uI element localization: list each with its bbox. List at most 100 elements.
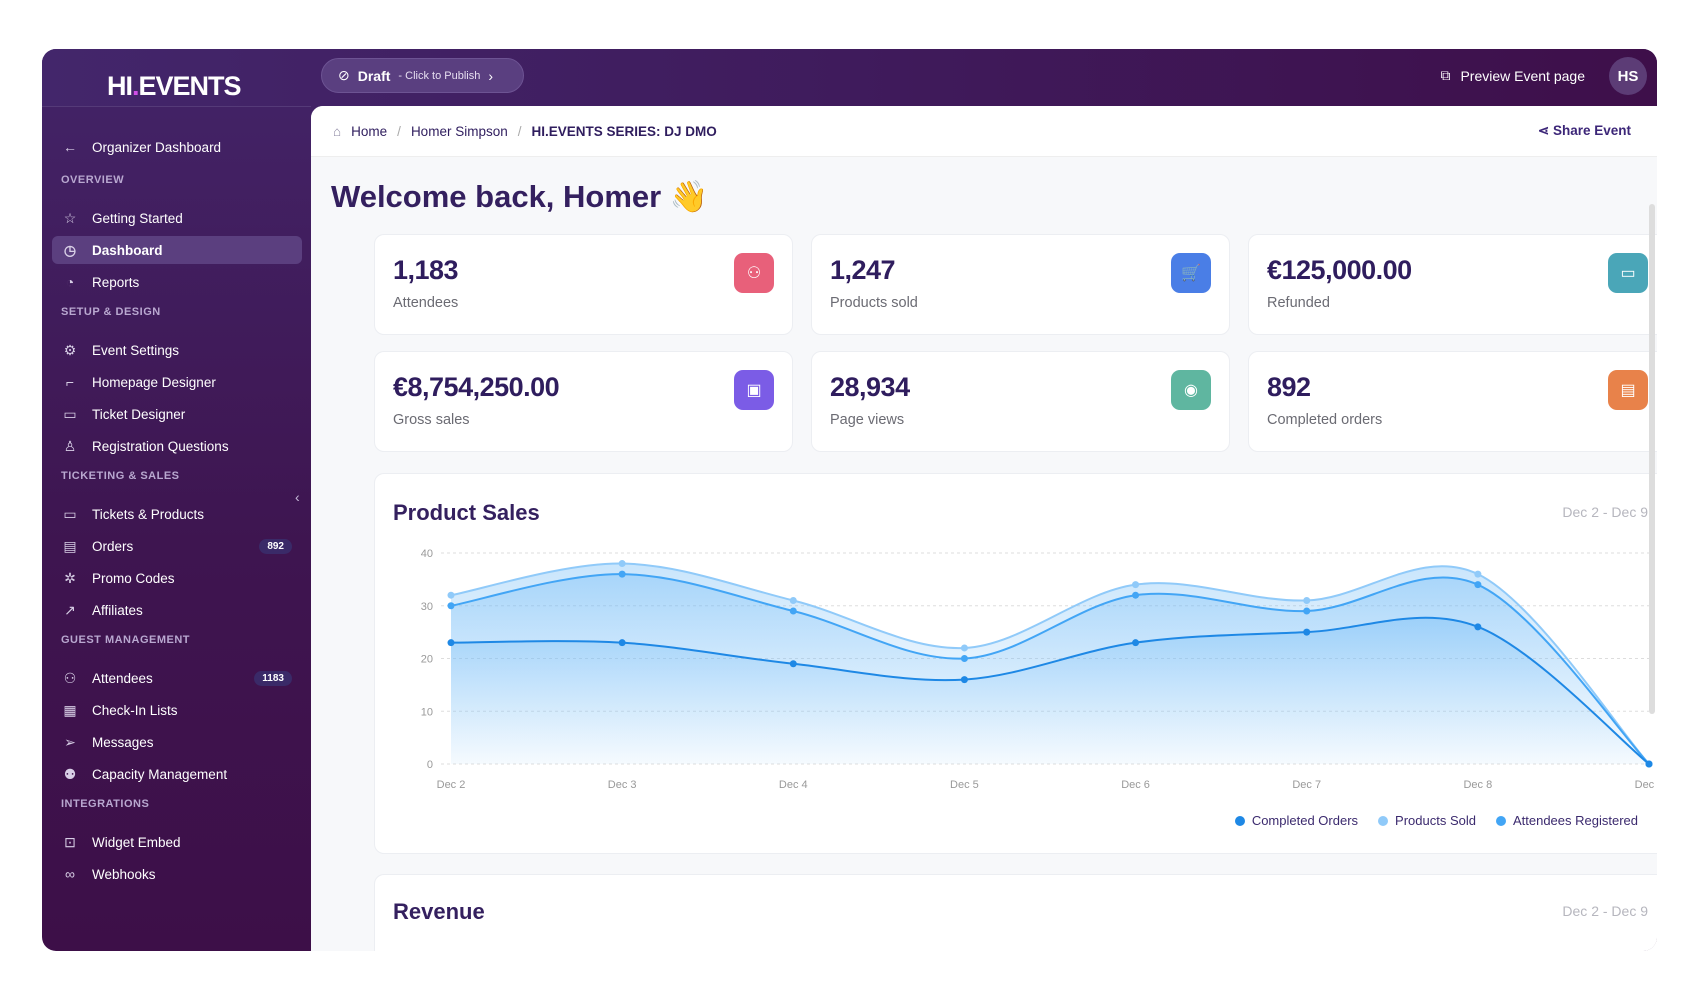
nav-label: Check-In Lists	[92, 702, 178, 718]
nav-label: Messages	[92, 734, 154, 750]
data-point	[618, 570, 626, 578]
page-title: Welcome back, Homer 👋	[331, 179, 709, 214]
area-completed-orders	[451, 617, 1649, 764]
avatar[interactable]: HS	[1609, 57, 1647, 95]
nav-label: Webhooks	[92, 866, 156, 882]
nav-label: Registration Questions	[92, 438, 229, 454]
cart-icon: 🛒	[1171, 253, 1211, 293]
sidebar-item-affiliates[interactable]: ↗ Affiliates	[52, 596, 302, 624]
breadcrumb-organizer[interactable]: Homer Simpson	[410, 123, 508, 139]
eye-off-icon: ⊘	[338, 67, 350, 83]
preview-event-link[interactable]: ⧉ Preview Event page	[1440, 67, 1585, 84]
draft-label: Draft	[357, 67, 391, 84]
stat-card-products-sold: 1,247 Products sold 🛒	[811, 234, 1230, 335]
data-point	[1474, 581, 1482, 589]
sidebar-item-homepage-designer[interactable]: ⌐ Homepage Designer	[52, 368, 302, 396]
sidebar-item-event-settings[interactable]: ⚙ Event Settings	[52, 336, 302, 364]
webhook-icon: ∞	[65, 866, 75, 882]
stat-value: 1,183	[393, 255, 459, 285]
legend-item[interactable]: Completed Orders	[1234, 813, 1358, 828]
stat-label: Completed orders	[1267, 412, 1383, 428]
draft-hint: - Click to Publish	[398, 69, 481, 82]
publish-status-button[interactable]: ⊘ Draft - Click to Publish ›	[321, 58, 524, 93]
sidebar-item-widget-embed[interactable]: ⊡ Widget Embed	[52, 828, 302, 856]
data-point	[1474, 570, 1482, 578]
count-badge: 1183	[254, 670, 292, 686]
collapse-sidebar-icon[interactable]: ‹	[295, 489, 300, 505]
share-event-button[interactable]: ⋖ Share Event	[1537, 123, 1631, 138]
legend-label: Attendees Registered	[1512, 813, 1638, 828]
stat-value: €8,754,250.00	[393, 372, 560, 402]
nav-label: Widget Embed	[92, 834, 181, 850]
nav-label: Dashboard	[92, 242, 163, 258]
nav-section-heading: TICKETING & SALES	[61, 470, 180, 482]
user-question-icon: ♙	[63, 437, 77, 454]
sidebar-item-ticket-designer[interactable]: ▭ Ticket Designer	[52, 400, 302, 428]
scrollbar[interactable]	[1649, 204, 1655, 714]
nav-label: Tickets & Products	[92, 506, 205, 522]
users-icon: ⚇	[734, 253, 774, 293]
credit-card-refund-icon: ▭	[1608, 253, 1648, 293]
receipt-icon: ▤	[1608, 370, 1648, 410]
data-point	[960, 655, 968, 662]
sidebar-item-getting-started[interactable]: ☆ Getting Started	[52, 204, 302, 232]
gear-icon: ⚙	[63, 341, 77, 358]
qr-code-icon: ▦	[63, 701, 77, 718]
main-content: ⌂ Home / Homer Simpson / HI.EVENTS SERIE…	[311, 106, 1657, 951]
stat-value: 892	[1267, 372, 1311, 402]
data-point	[960, 644, 968, 652]
sidebar-item-attendees[interactable]: ⚇ Attendees 1183	[52, 664, 302, 692]
sidebar-item-check-in-lists[interactable]: ▦ Check-In Lists	[52, 696, 302, 724]
data-point	[960, 676, 968, 684]
ticket-icon: ▭	[63, 405, 77, 422]
nav-label: Ticket Designer	[92, 406, 186, 422]
data-point	[1645, 760, 1653, 768]
sidebar-item-promo-codes[interactable]: ✲ Promo Codes	[52, 564, 302, 592]
legend-dot-icon	[1378, 816, 1389, 826]
code-icon: ⊡	[64, 833, 76, 850]
legend-label: Products Sold	[1395, 813, 1476, 828]
legend-item[interactable]: Products Sold	[1378, 813, 1476, 828]
y-tick-label: 20	[421, 654, 433, 666]
breadcrumb-event[interactable]: HI.EVENTS SERIES: DJ DMO	[531, 123, 717, 139]
sidebar-item-capacity-management[interactable]: ⚉ Capacity Management	[52, 760, 302, 788]
sidebar-item-registration-questions[interactable]: ♙ Registration Questions	[52, 432, 302, 460]
logo[interactable]: HI.EVENTS	[107, 71, 242, 101]
revenue-date-range: Dec 2 - Dec 9	[1562, 903, 1648, 919]
count-badge: 892	[259, 538, 292, 554]
sidebar-item-messages[interactable]: ➢ Messages	[52, 728, 302, 756]
data-point	[618, 639, 626, 647]
x-tick-label: Dec 4	[779, 779, 808, 791]
sidebar-item-webhooks[interactable]: ∞ Webhooks	[52, 860, 302, 888]
sidebar: ← Organizer Dashboard OVERVIEW ☆ Getting Sta…	[42, 106, 311, 951]
sidebar-item-tickets-products[interactable]: ▭ Tickets & Products	[52, 500, 302, 528]
data-point	[1132, 639, 1140, 647]
data-point	[1132, 581, 1140, 589]
pie-chart-icon: ◔	[65, 274, 75, 290]
stat-label: Gross sales	[393, 412, 470, 428]
preview-label: Preview Event page	[1460, 67, 1585, 84]
organizer-dashboard-link[interactable]: ← Organizer Dashboard	[52, 133, 302, 161]
sidebar-item-dashboard[interactable]: ◷ Dashboard	[52, 236, 302, 264]
legend-item[interactable]: Attendees Registered	[1495, 813, 1638, 828]
nav-label: Event Settings	[92, 342, 180, 358]
chart-legend: Completed Orders Products Sold Attendees R…	[1234, 813, 1638, 828]
data-point	[1474, 623, 1482, 631]
data-point	[789, 607, 797, 615]
share-icon: ⋖	[1537, 123, 1553, 138]
sidebar-item-reports[interactable]: ◔ Reports	[52, 268, 302, 296]
send-icon: ➢	[64, 733, 76, 750]
users-group-icon: ⚉	[63, 765, 77, 782]
top-bar: ⊘ Draft - Click to Publish › ⧉ Preview E…	[42, 49, 1657, 106]
receipt-icon: ▤	[63, 537, 77, 554]
line-completed-orders	[450, 616, 1650, 765]
nav-label: Reports	[92, 274, 140, 290]
sidebar-item-orders[interactable]: ▤ Orders 892	[52, 532, 302, 560]
revenue-title: Revenue	[393, 899, 485, 924]
users-icon: ⚇	[63, 669, 77, 686]
external-link-icon: ⧉	[1440, 67, 1451, 83]
breadcrumb-home[interactable]: Home	[351, 123, 388, 139]
nav-section-heading: SETUP & DESIGN	[61, 306, 161, 318]
arrow-left-icon: ←	[63, 139, 77, 155]
app-window: ⊘ Draft - Click to Publish › ⧉ Preview E…	[42, 49, 1657, 951]
